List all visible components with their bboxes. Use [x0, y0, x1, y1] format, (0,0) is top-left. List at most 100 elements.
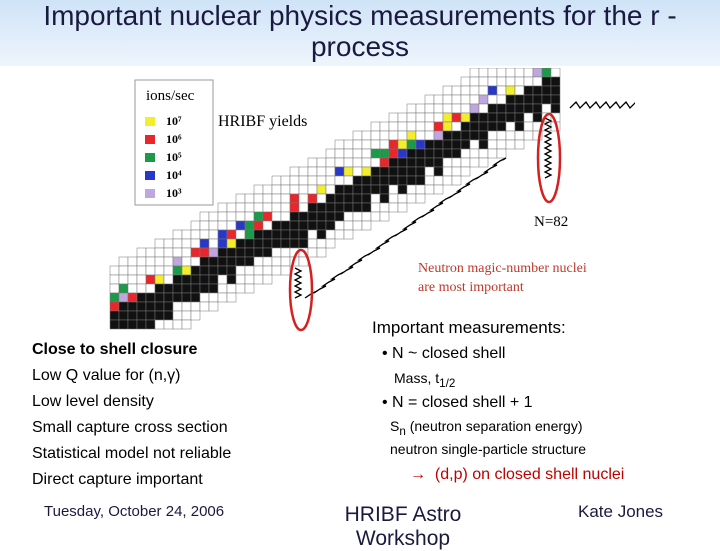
sub-item: neutron single-particle structure: [390, 441, 587, 457]
chart-cell: [370, 211, 381, 222]
chart-cell: [496, 94, 507, 105]
chart-cell: [379, 211, 390, 222]
chart-cell: [172, 238, 183, 249]
chart-cell: [334, 211, 345, 222]
chart-cell: [208, 283, 219, 294]
chart-cell: [118, 292, 129, 303]
chart-cell: [406, 193, 417, 204]
chart-cell: [433, 121, 444, 132]
chart-cell: [253, 193, 264, 204]
chart-cell: [307, 166, 318, 177]
chart-cell: [244, 238, 255, 249]
chart-cell: [541, 85, 552, 96]
chart-cell: [109, 292, 120, 303]
chart-cell: [271, 256, 282, 267]
chart-cell: [280, 211, 291, 222]
chart-cell: [217, 202, 228, 213]
chart-cell: [397, 139, 408, 150]
chart-cell: [469, 68, 480, 78]
chart-cell: [550, 94, 561, 105]
chart-cell: [352, 130, 363, 141]
chart-cell: [496, 130, 507, 141]
chart-cell: [487, 148, 498, 159]
chart-cell: [316, 220, 327, 231]
chart-cell: [361, 148, 372, 159]
chart-cell: [442, 166, 453, 177]
chart-cell: [190, 229, 201, 240]
chart-cell: [199, 247, 210, 258]
chart-cell: [487, 130, 498, 141]
chart-cell: [145, 283, 156, 294]
chart-cell: [262, 247, 273, 258]
chart-cell: [325, 202, 336, 213]
chart-cell: [496, 121, 507, 132]
chart-cell: [478, 85, 489, 96]
chart-cell: [181, 292, 192, 303]
chart-cell: [154, 292, 165, 303]
chart-cell: [235, 274, 246, 285]
chart-cell: [361, 220, 372, 231]
chart-cell: [388, 112, 399, 123]
chart-cell: [433, 94, 444, 105]
chart-cell: [496, 148, 507, 159]
chart-cell: [451, 112, 462, 123]
chart-cell: [406, 166, 417, 177]
chart-cell: [118, 301, 129, 312]
chart-cell: [460, 121, 471, 132]
chart-cell: [424, 184, 435, 195]
chart-cell: [208, 301, 219, 312]
chart-cell: [190, 220, 201, 231]
chart-cell: [199, 301, 210, 312]
chart-cell: [424, 94, 435, 105]
chart-cell: [307, 175, 318, 186]
chart-cell: [244, 247, 255, 258]
chart-cell: [352, 157, 363, 168]
chart-cell: [181, 238, 192, 249]
chart-cell: [451, 85, 462, 96]
chart-cell: [334, 148, 345, 159]
chart-cell: [226, 202, 237, 213]
chart-cell: [469, 94, 480, 105]
chart-cell: [514, 139, 525, 150]
chart-cell: [424, 139, 435, 150]
chart-cell: [190, 310, 201, 321]
chart-cell: [235, 220, 246, 231]
chart-cell: [460, 103, 471, 114]
chart-cell: [316, 211, 327, 222]
chart-cell: [442, 112, 453, 123]
chart-cell: [370, 139, 381, 150]
chart-cell: [253, 238, 264, 249]
chart-cell: [514, 103, 525, 114]
chart-cell: [388, 184, 399, 195]
chart-cell: [379, 139, 390, 150]
chart-cell: [136, 292, 147, 303]
chart-cell: [262, 256, 273, 267]
chart-cell: [190, 256, 201, 267]
chart-cell: [235, 229, 246, 240]
chart-cell: [244, 202, 255, 213]
chart-cell: [226, 220, 237, 231]
chart-cell: [280, 184, 291, 195]
footer-author: Kate Jones: [578, 502, 664, 521]
chart-cell: [307, 202, 318, 213]
chart-cell: [298, 175, 309, 186]
chart-cell: [154, 238, 165, 249]
chart-cell: [424, 112, 435, 123]
chart-cell: [271, 175, 282, 186]
chart-cell: [343, 229, 354, 240]
chart-cell: [262, 229, 273, 240]
chart-cell: [487, 121, 498, 132]
chart-cell: [262, 238, 273, 249]
chart-cell: [442, 85, 453, 96]
chart-cell: [289, 166, 300, 177]
chart-cell: [415, 121, 426, 132]
chart-cell: [370, 148, 381, 159]
chart-cell: [244, 274, 255, 285]
nuclide-chart: ions/sec 10⁷ 10⁶ 10⁵ 10⁴ 10³ HRIBF yield…: [100, 68, 635, 336]
chart-cell: [406, 148, 417, 159]
chart-cell: [379, 130, 390, 141]
chart-cell: [181, 283, 192, 294]
chart-cell: [451, 130, 462, 141]
legend-label: 10³: [166, 186, 182, 200]
chart-cell: [190, 274, 201, 285]
